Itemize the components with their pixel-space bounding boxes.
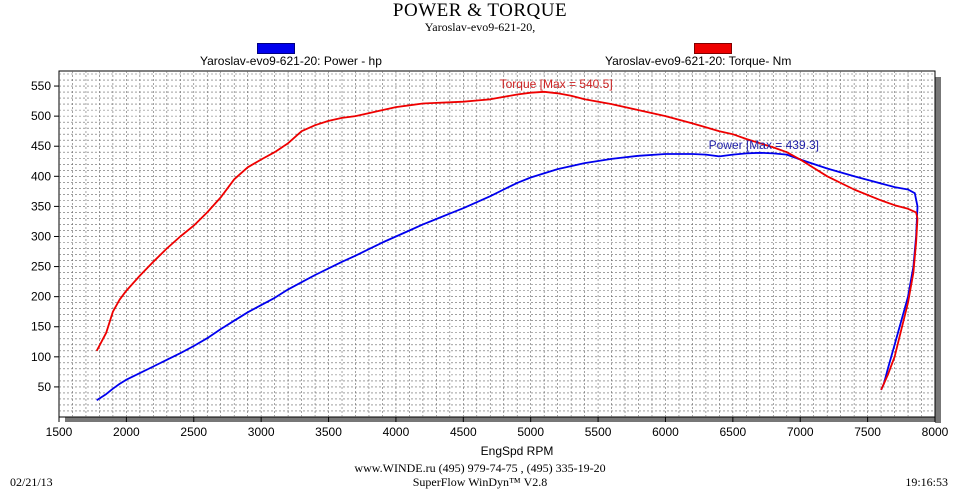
x-tick-label: 2500 <box>180 425 207 439</box>
chart-subtitle: Yaroslav-evo9-621-20, <box>424 20 536 34</box>
torque-max-annotation: Torque [Max = 540.5] <box>500 77 613 91</box>
x-tick-label: 3000 <box>248 425 275 439</box>
power-max-annotation: Power [Max = 439.3] <box>709 138 819 152</box>
x-tick-label: 3500 <box>315 425 342 439</box>
x-tick-label: 4500 <box>450 425 477 439</box>
power-line <box>96 151 919 401</box>
y-tick-label: 300 <box>31 229 51 243</box>
y-tick-label: 500 <box>31 109 51 123</box>
y-tick-label: 150 <box>31 320 51 334</box>
footer-contact: www.WINDE.ru (495) 979-74-75 , (495) 335… <box>354 461 606 475</box>
x-tick-label: 7000 <box>787 425 814 439</box>
footer-time: 19:16:53 <box>905 475 948 489</box>
x-tick-label: 7500 <box>854 425 881 439</box>
plot-shadow-right <box>935 77 941 423</box>
x-tick-label: 6500 <box>719 425 746 439</box>
torque-line <box>95 90 919 391</box>
plot-area <box>58 70 936 418</box>
y-tick-label: 400 <box>31 169 51 183</box>
x-tick-label: 1500 <box>46 425 73 439</box>
footer-date: 02/21/13 <box>10 475 53 489</box>
legend-torque-label: Yaroslav-evo9-621-20: Torque- Nm <box>605 54 792 68</box>
x-tick-label: 2000 <box>113 425 140 439</box>
y-tick-label: 250 <box>31 260 51 274</box>
y-tick-label: 100 <box>31 350 51 364</box>
footer-software: SuperFlow WinDyn™ V2.8 <box>412 475 548 489</box>
x-tick-label: 8000 <box>922 425 949 439</box>
y-tick-label: 450 <box>31 139 51 153</box>
y-tick-label: 50 <box>38 380 52 394</box>
y-tick-label: 350 <box>31 199 51 213</box>
x-tick-label: 5000 <box>517 425 544 439</box>
x-axis-label: EngSpd RPM <box>481 444 554 458</box>
y-tick-label: 200 <box>31 290 51 304</box>
legend-power-swatch <box>257 43 295 54</box>
legend-power-label: Yaroslav-evo9-621-20: Power - hp <box>200 54 382 68</box>
y-tick-label: 550 <box>31 79 51 93</box>
plot-shadow-bottom <box>65 417 941 422</box>
legend-torque-swatch <box>694 43 732 54</box>
x-tick-label: 4000 <box>383 425 410 439</box>
x-tick-label: 6000 <box>652 425 679 439</box>
x-tick-label: 5500 <box>585 425 612 439</box>
chart-title: POWER & TORQUE <box>392 0 568 21</box>
